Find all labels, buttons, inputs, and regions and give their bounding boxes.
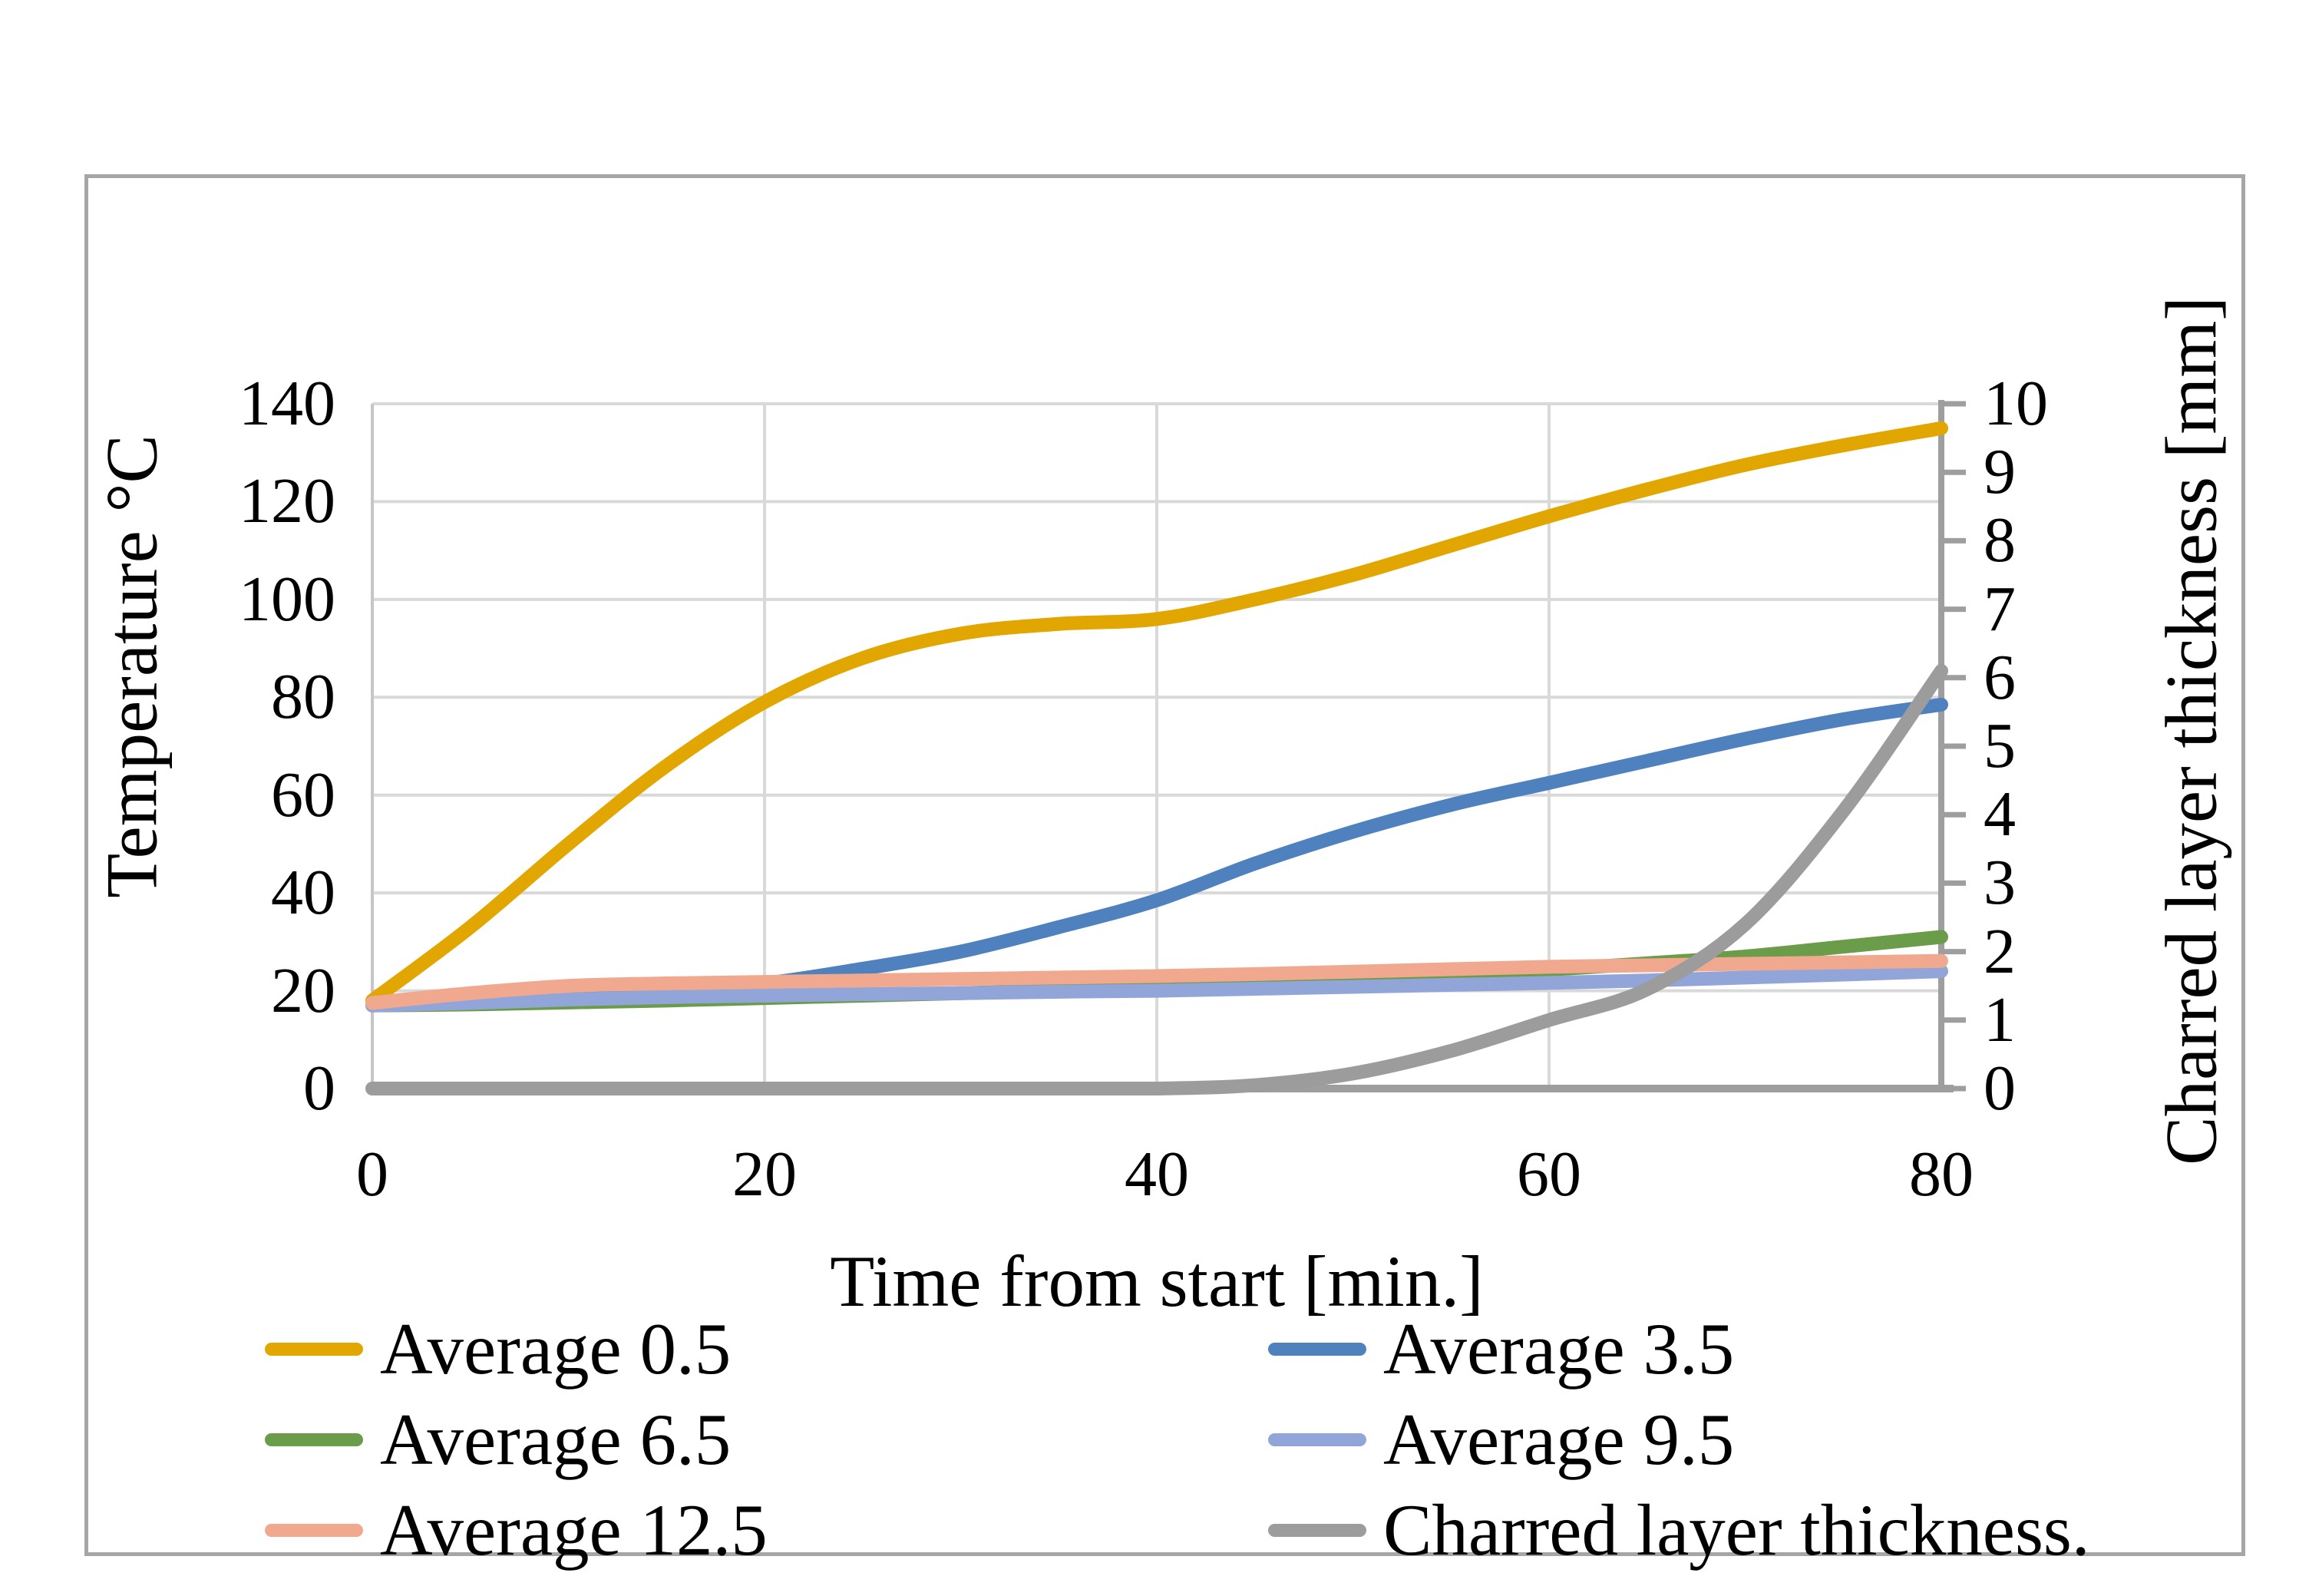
y-axis-right-title: Charred layer thickness [mm] bbox=[2150, 296, 2232, 1165]
legend-column-left: Average 0.5 Average 6.5 Average 12.5 bbox=[265, 1304, 768, 1575]
legend-item: Average 9.5 bbox=[1268, 1394, 2090, 1485]
y-left-tick-label: 140 bbox=[239, 368, 335, 439]
series-line-average-12-5 bbox=[365, 953, 1948, 1010]
y-right-tick-label: 0 bbox=[1984, 1052, 2016, 1124]
y-right-tick-label: 2 bbox=[1984, 915, 2016, 987]
x-tick-label: 60 bbox=[1517, 1138, 1581, 1210]
legend-label: Charred layer thickness. bbox=[1383, 1489, 2090, 1571]
y-right-tick-label: 9 bbox=[1984, 436, 2016, 508]
y-left-tick-label: 60 bbox=[271, 758, 335, 831]
series-line-charred-layer-thickness bbox=[365, 663, 1948, 1095]
legend-item: Average 3.5 bbox=[1268, 1304, 2090, 1394]
y-right-tick-label: 1 bbox=[1984, 983, 2016, 1056]
legend-label: Average 6.5 bbox=[380, 1398, 732, 1480]
y-left-tick-label: 20 bbox=[271, 954, 335, 1026]
legend-label: Average 12.5 bbox=[380, 1489, 768, 1571]
legend-item: Average 6.5 bbox=[265, 1394, 768, 1485]
x-axis-title: Time from start [min.] bbox=[830, 1241, 1484, 1322]
y-axis-left-title: Temperature °C bbox=[91, 435, 173, 898]
series-line-average-0-5 bbox=[365, 421, 1948, 1008]
x-tick-label: 40 bbox=[1125, 1138, 1189, 1210]
y-left-tick-label: 80 bbox=[271, 661, 335, 733]
legend-line-swatch bbox=[265, 1342, 363, 1356]
y-right-tick-label: 7 bbox=[1984, 573, 2016, 645]
legend-line-swatch bbox=[265, 1432, 363, 1446]
y-left-tick-label: 120 bbox=[239, 465, 335, 537]
legend-label: Average 3.5 bbox=[1383, 1307, 1735, 1389]
legend-column-right: Average 3.5 Average 9.5 Charred layer thic… bbox=[1268, 1304, 2090, 1575]
y-right-tick-label: 3 bbox=[1984, 847, 2016, 919]
legend-line-swatch bbox=[1268, 1342, 1366, 1356]
legend-label: Average 0.5 bbox=[380, 1307, 732, 1389]
legend-line-swatch bbox=[1268, 1523, 1366, 1537]
legend-item: Average 12.5 bbox=[265, 1485, 768, 1575]
x-tick-label: 80 bbox=[1909, 1138, 1974, 1210]
legend-label: Average 9.5 bbox=[1383, 1398, 1735, 1480]
legend-line-swatch bbox=[265, 1523, 363, 1537]
y-left-tick-label: 40 bbox=[271, 857, 335, 929]
x-tick-label: 0 bbox=[356, 1138, 388, 1210]
legend-item: Average 0.5 bbox=[265, 1304, 768, 1394]
legend-line-swatch bbox=[1268, 1432, 1366, 1446]
y-right-tick-label: 4 bbox=[1984, 778, 2016, 851]
y-right-tick-label: 10 bbox=[1984, 368, 2048, 439]
y-right-tick-label: 5 bbox=[1984, 710, 2016, 781]
y-right-tick-label: 8 bbox=[1984, 504, 2016, 577]
y-right-tick-label: 6 bbox=[1984, 641, 2016, 713]
x-tick-label: 20 bbox=[732, 1138, 797, 1210]
y-left-tick-label: 100 bbox=[239, 563, 335, 635]
legend-item: Charred layer thickness. bbox=[1268, 1485, 2090, 1575]
y-left-tick-label: 0 bbox=[303, 1052, 335, 1124]
